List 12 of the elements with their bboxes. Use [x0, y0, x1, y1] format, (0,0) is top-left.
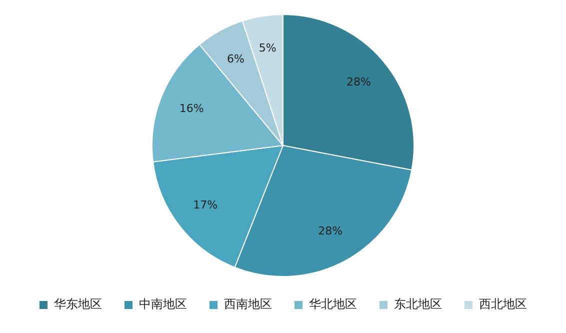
data-label: 6% — [226, 52, 244, 66]
data-label: 28% — [346, 76, 371, 89]
data-label: 16% — [179, 102, 204, 116]
data-label: 5% — [258, 41, 276, 54]
legend-label: 东北地区 — [394, 297, 442, 312]
legend-label: 西北地区 — [479, 297, 527, 312]
data-label: 17% — [193, 198, 218, 212]
data-label: 28% — [318, 224, 343, 238]
legend-label: 华东地区 — [54, 297, 102, 312]
legend-label: 中南地区 — [139, 297, 187, 312]
legend-label: 华北地区 — [309, 297, 357, 312]
legend-label: 西南地区 — [224, 297, 272, 312]
